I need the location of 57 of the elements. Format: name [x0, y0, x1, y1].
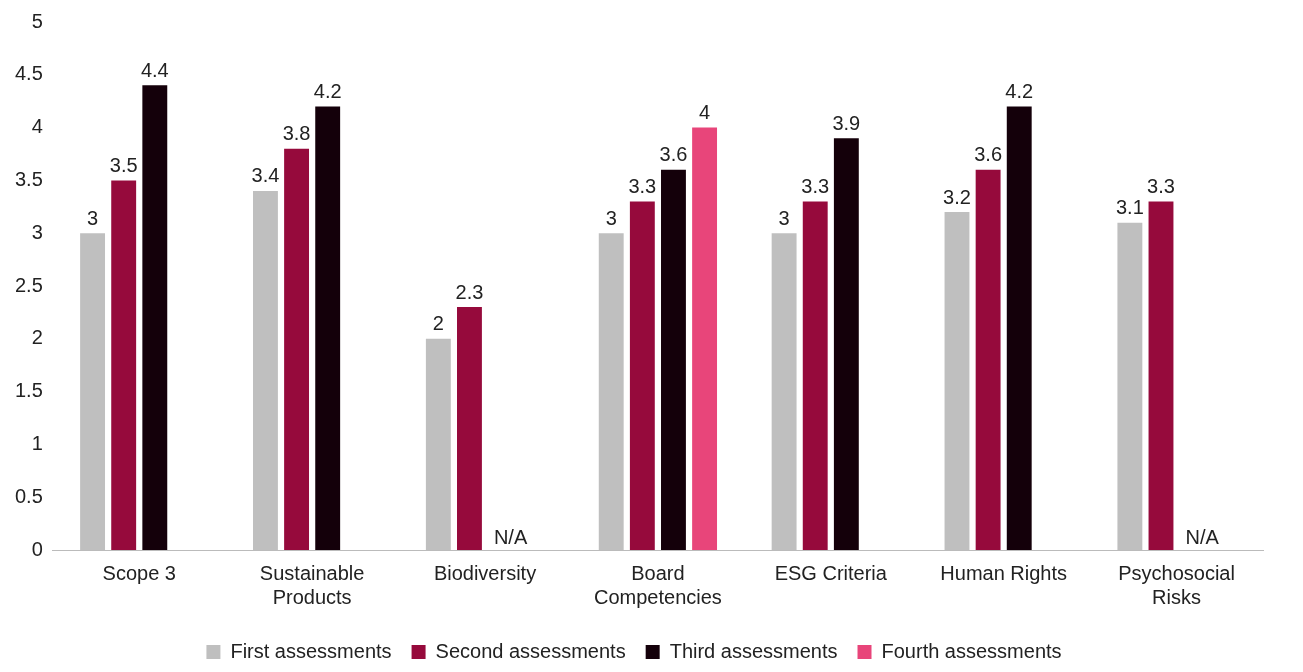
x-tick-label: ESG Criteria: [774, 561, 888, 584]
y-tick-label: 1.5: [14, 379, 43, 402]
bar: [629, 201, 655, 550]
x-tick-label: Human Rights: [940, 561, 1068, 584]
legend-label: First assessments: [230, 639, 392, 662]
bar: [1148, 201, 1174, 550]
data-label: 2: [432, 312, 444, 335]
data-label: 4: [699, 101, 711, 124]
legend-label: Second assessments: [435, 639, 626, 662]
x-tick-label: Sustainable Products: [259, 561, 365, 608]
data-label: 3.8: [282, 122, 311, 145]
bar: [315, 106, 341, 550]
x-tick-label: Board Competencies: [593, 561, 722, 608]
y-tick-label: 5: [31, 9, 43, 32]
data-label: 3.3: [1147, 175, 1175, 198]
data-label: 3: [778, 206, 790, 229]
x-tick-label: Psychosocial Risks: [1118, 561, 1235, 608]
data-label: 3.6: [659, 143, 688, 166]
data-label: 3.9: [832, 111, 861, 134]
x-tick-label: Biodiversity: [433, 561, 537, 584]
data-label: 3.5: [109, 153, 138, 176]
data-label: 3: [605, 206, 617, 229]
y-tick-label: 2: [31, 326, 43, 349]
data-label: 3.4: [251, 164, 280, 187]
bar: [284, 148, 310, 550]
bar: [1006, 106, 1032, 550]
data-label: 2.3: [455, 280, 484, 303]
data-label: 4.2: [313, 80, 342, 102]
y-tick-label: 3: [31, 220, 43, 243]
y-tick-label: 2.5: [14, 273, 43, 296]
x-tick-label: Scope 3: [102, 561, 176, 584]
bar: [457, 307, 482, 550]
data-label: 3.3: [801, 175, 830, 198]
data-label: 4.4: [140, 58, 169, 81]
data-label: 3: [87, 206, 99, 229]
bar: [802, 201, 828, 550]
bar: [111, 180, 137, 550]
y-tick-label: 0.5: [14, 484, 43, 507]
data-label: 3.2: [943, 185, 971, 208]
y-tick-label: 1: [31, 431, 43, 454]
y-tick-label: 4.5: [14, 62, 43, 85]
data-label: 3.3: [628, 175, 657, 198]
bar: [975, 169, 1001, 550]
y-tick-label: 3.5: [14, 167, 43, 190]
bar: [142, 85, 168, 550]
data-label: 3.6: [974, 143, 1003, 166]
bar: [833, 138, 859, 550]
legend-label: Fourth assessments: [881, 639, 1062, 662]
text: N/A: [1185, 525, 1219, 548]
y-tick-label: 4: [31, 115, 43, 138]
legend-label: Third assessments: [669, 639, 838, 662]
data-label: 4.2: [1005, 80, 1034, 102]
data-label: 3.1: [1115, 196, 1144, 219]
bar: [692, 127, 718, 550]
y-tick-label: 0: [31, 537, 43, 560]
bar: [661, 169, 686, 550]
text: N/A: [493, 525, 528, 548]
